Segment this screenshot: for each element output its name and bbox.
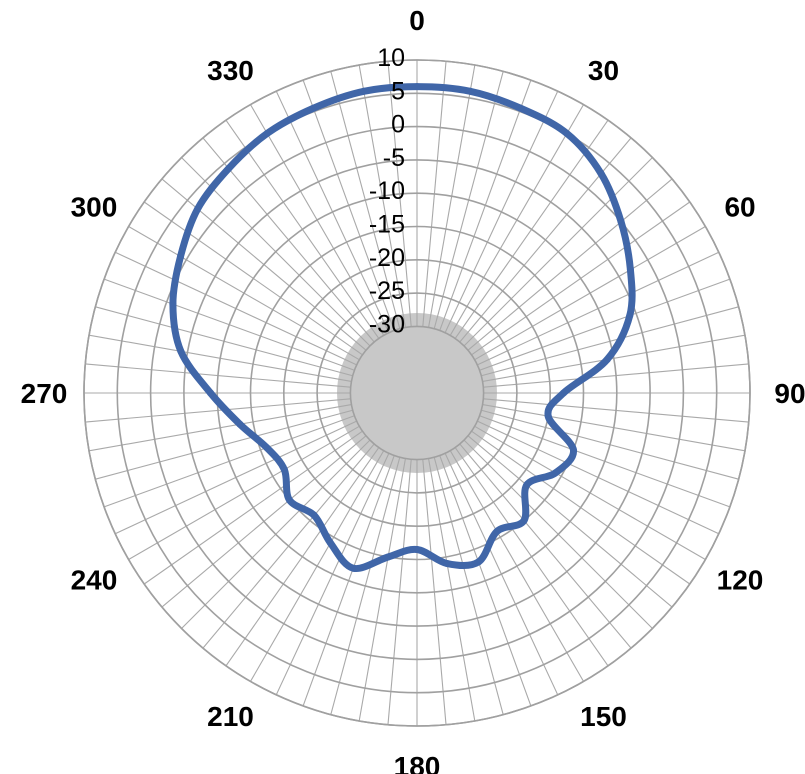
grid-ring	[116, 92, 718, 694]
data-point	[475, 558, 482, 566]
data-point	[225, 165, 233, 173]
angle-label: 330	[207, 55, 254, 86]
series-layer	[169, 83, 636, 573]
angle-label: 300	[71, 192, 118, 223]
angle-label: 120	[717, 565, 764, 596]
grid-ring	[183, 159, 651, 627]
angle-label: 180	[394, 751, 441, 774]
data-point	[493, 527, 501, 535]
data-point	[194, 205, 202, 213]
data-point	[569, 446, 577, 454]
data-point	[236, 420, 244, 428]
data-point	[263, 129, 271, 137]
radial-tick-label: 10	[377, 44, 405, 72]
radial-tick-labels: 10 5 0 -5 -10 -15 -20 -25 -30	[369, 44, 405, 338]
data-point	[263, 444, 271, 452]
radial-tick-label: -20	[369, 244, 405, 272]
angle-label: 90	[774, 378, 805, 409]
grid-ring	[149, 125, 685, 661]
angle-label: 60	[724, 192, 755, 223]
grid-ring	[282, 258, 551, 527]
radial-tick-label: 5	[391, 77, 405, 105]
data-point	[309, 104, 317, 112]
data-point	[626, 266, 634, 274]
radial-tick-label: -15	[369, 211, 405, 239]
data-point	[517, 104, 525, 112]
data-point	[626, 312, 634, 320]
grid-rings	[83, 59, 751, 727]
angle-label: 270	[21, 378, 68, 409]
grid-ring	[316, 292, 518, 494]
data-point	[349, 564, 357, 572]
data-point	[617, 218, 625, 226]
data-point	[285, 496, 293, 504]
data-point	[207, 389, 215, 397]
data-point	[597, 170, 605, 178]
radial-tick-label: -10	[369, 177, 405, 205]
radial-tick-label: -30	[369, 310, 405, 338]
data-point	[413, 546, 421, 554]
data-point	[384, 553, 392, 561]
angle-label: 30	[588, 55, 619, 86]
data-point	[169, 300, 177, 308]
data-point	[544, 412, 552, 420]
data-point	[466, 87, 474, 95]
data-point	[523, 481, 531, 489]
data-point	[443, 560, 451, 568]
data-point	[177, 347, 185, 355]
grid-ring	[349, 325, 485, 461]
radial-tick-label: 0	[391, 111, 405, 139]
grid-ring	[249, 225, 585, 561]
data-point	[310, 511, 318, 519]
data-point	[551, 469, 559, 477]
angle-label: 0	[409, 5, 425, 36]
data-point	[177, 252, 185, 260]
angle-labels: 0 30 60 90 120 150 180 210 240 270 300 330	[21, 5, 805, 774]
radial-tick-label: -25	[369, 277, 405, 305]
angle-label: 210	[207, 701, 254, 732]
data-point	[520, 517, 528, 525]
data-point	[560, 389, 568, 397]
data-point	[360, 87, 368, 95]
grid-ring	[216, 192, 618, 594]
data-point	[603, 355, 611, 363]
data-point	[413, 83, 421, 91]
radial-tick-label: -5	[383, 144, 405, 172]
outer-ring	[83, 59, 751, 727]
angle-label: 240	[71, 565, 118, 596]
data-point	[280, 466, 288, 474]
data-point	[563, 129, 571, 137]
angle-label: 150	[580, 701, 627, 732]
data-point	[326, 539, 334, 547]
inner-disc	[337, 313, 497, 473]
